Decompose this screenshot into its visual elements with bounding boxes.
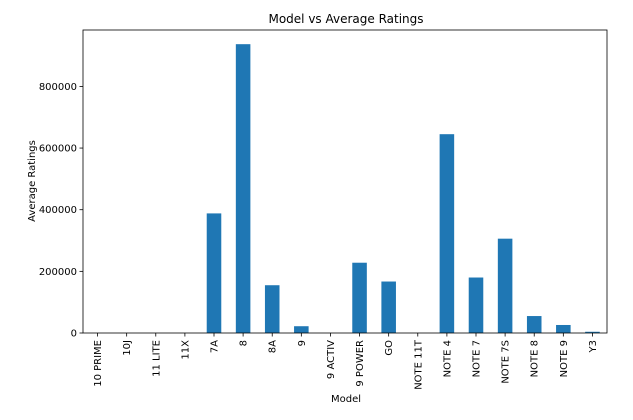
bar-8 xyxy=(235,44,251,333)
x-axis-label: Model xyxy=(331,394,361,405)
x-tick-label: 8 xyxy=(239,340,250,346)
x-tick-label: NOTE 11T xyxy=(413,339,424,390)
x-tick-label: 11X xyxy=(180,340,191,360)
y-tick-label: 400000 xyxy=(39,205,77,216)
x-tick-label: NOTE 8 xyxy=(530,340,541,377)
x-tick-label: 9 ACTIV xyxy=(326,340,337,379)
x-tick-label: NOTE 4 xyxy=(442,340,453,377)
y-axis-label: Average Ratings xyxy=(27,140,38,222)
bar-note-4 xyxy=(439,134,455,333)
plot-frame xyxy=(82,29,608,334)
x-tick-label: NOTE 7 xyxy=(472,340,483,377)
x-tick-label: 8A xyxy=(268,340,279,353)
y-tick-label: 200000 xyxy=(39,267,77,278)
bar-note-8 xyxy=(526,316,542,333)
bar-y3 xyxy=(585,331,600,333)
bars-group xyxy=(206,44,600,333)
x-tick-label: 9 POWER xyxy=(355,340,366,387)
y-tick-label: 600000 xyxy=(39,144,77,155)
bar-note-7 xyxy=(468,277,484,333)
x-tick-label: NOTE 9 xyxy=(559,340,570,377)
x-tick-label: 9 xyxy=(297,340,308,346)
x-tick-label: 7A xyxy=(210,340,221,353)
x-tick-label: Y3 xyxy=(588,340,599,353)
x-tick-label: 10 PRIME xyxy=(93,340,104,387)
y-tick-label: 0 xyxy=(71,329,77,340)
bar-9-power xyxy=(352,262,367,333)
bar-go xyxy=(381,281,396,333)
chart-title: Model vs Average Ratings xyxy=(268,12,423,26)
x-tick-label: NOTE 7S xyxy=(501,340,512,384)
x-tick-label: GO xyxy=(384,340,395,356)
bar-note-9 xyxy=(556,324,571,333)
bar-note-7s xyxy=(497,238,513,333)
y-tick-label: 800000 xyxy=(39,82,77,93)
bar-7a xyxy=(206,213,222,333)
x-tick-label: 10J xyxy=(122,340,133,356)
bar-8a xyxy=(264,285,280,333)
x-ticks-group: 10 PRIME 10J 11 LITE 11X 7A 8 8A 9 9 ACTIV 9 POWE… xyxy=(93,333,599,390)
bar-9 xyxy=(294,326,309,333)
y-ticks-group: 0 200000 400000 600000 800000 xyxy=(39,82,83,340)
x-tick-label: 11 LITE xyxy=(151,340,162,377)
